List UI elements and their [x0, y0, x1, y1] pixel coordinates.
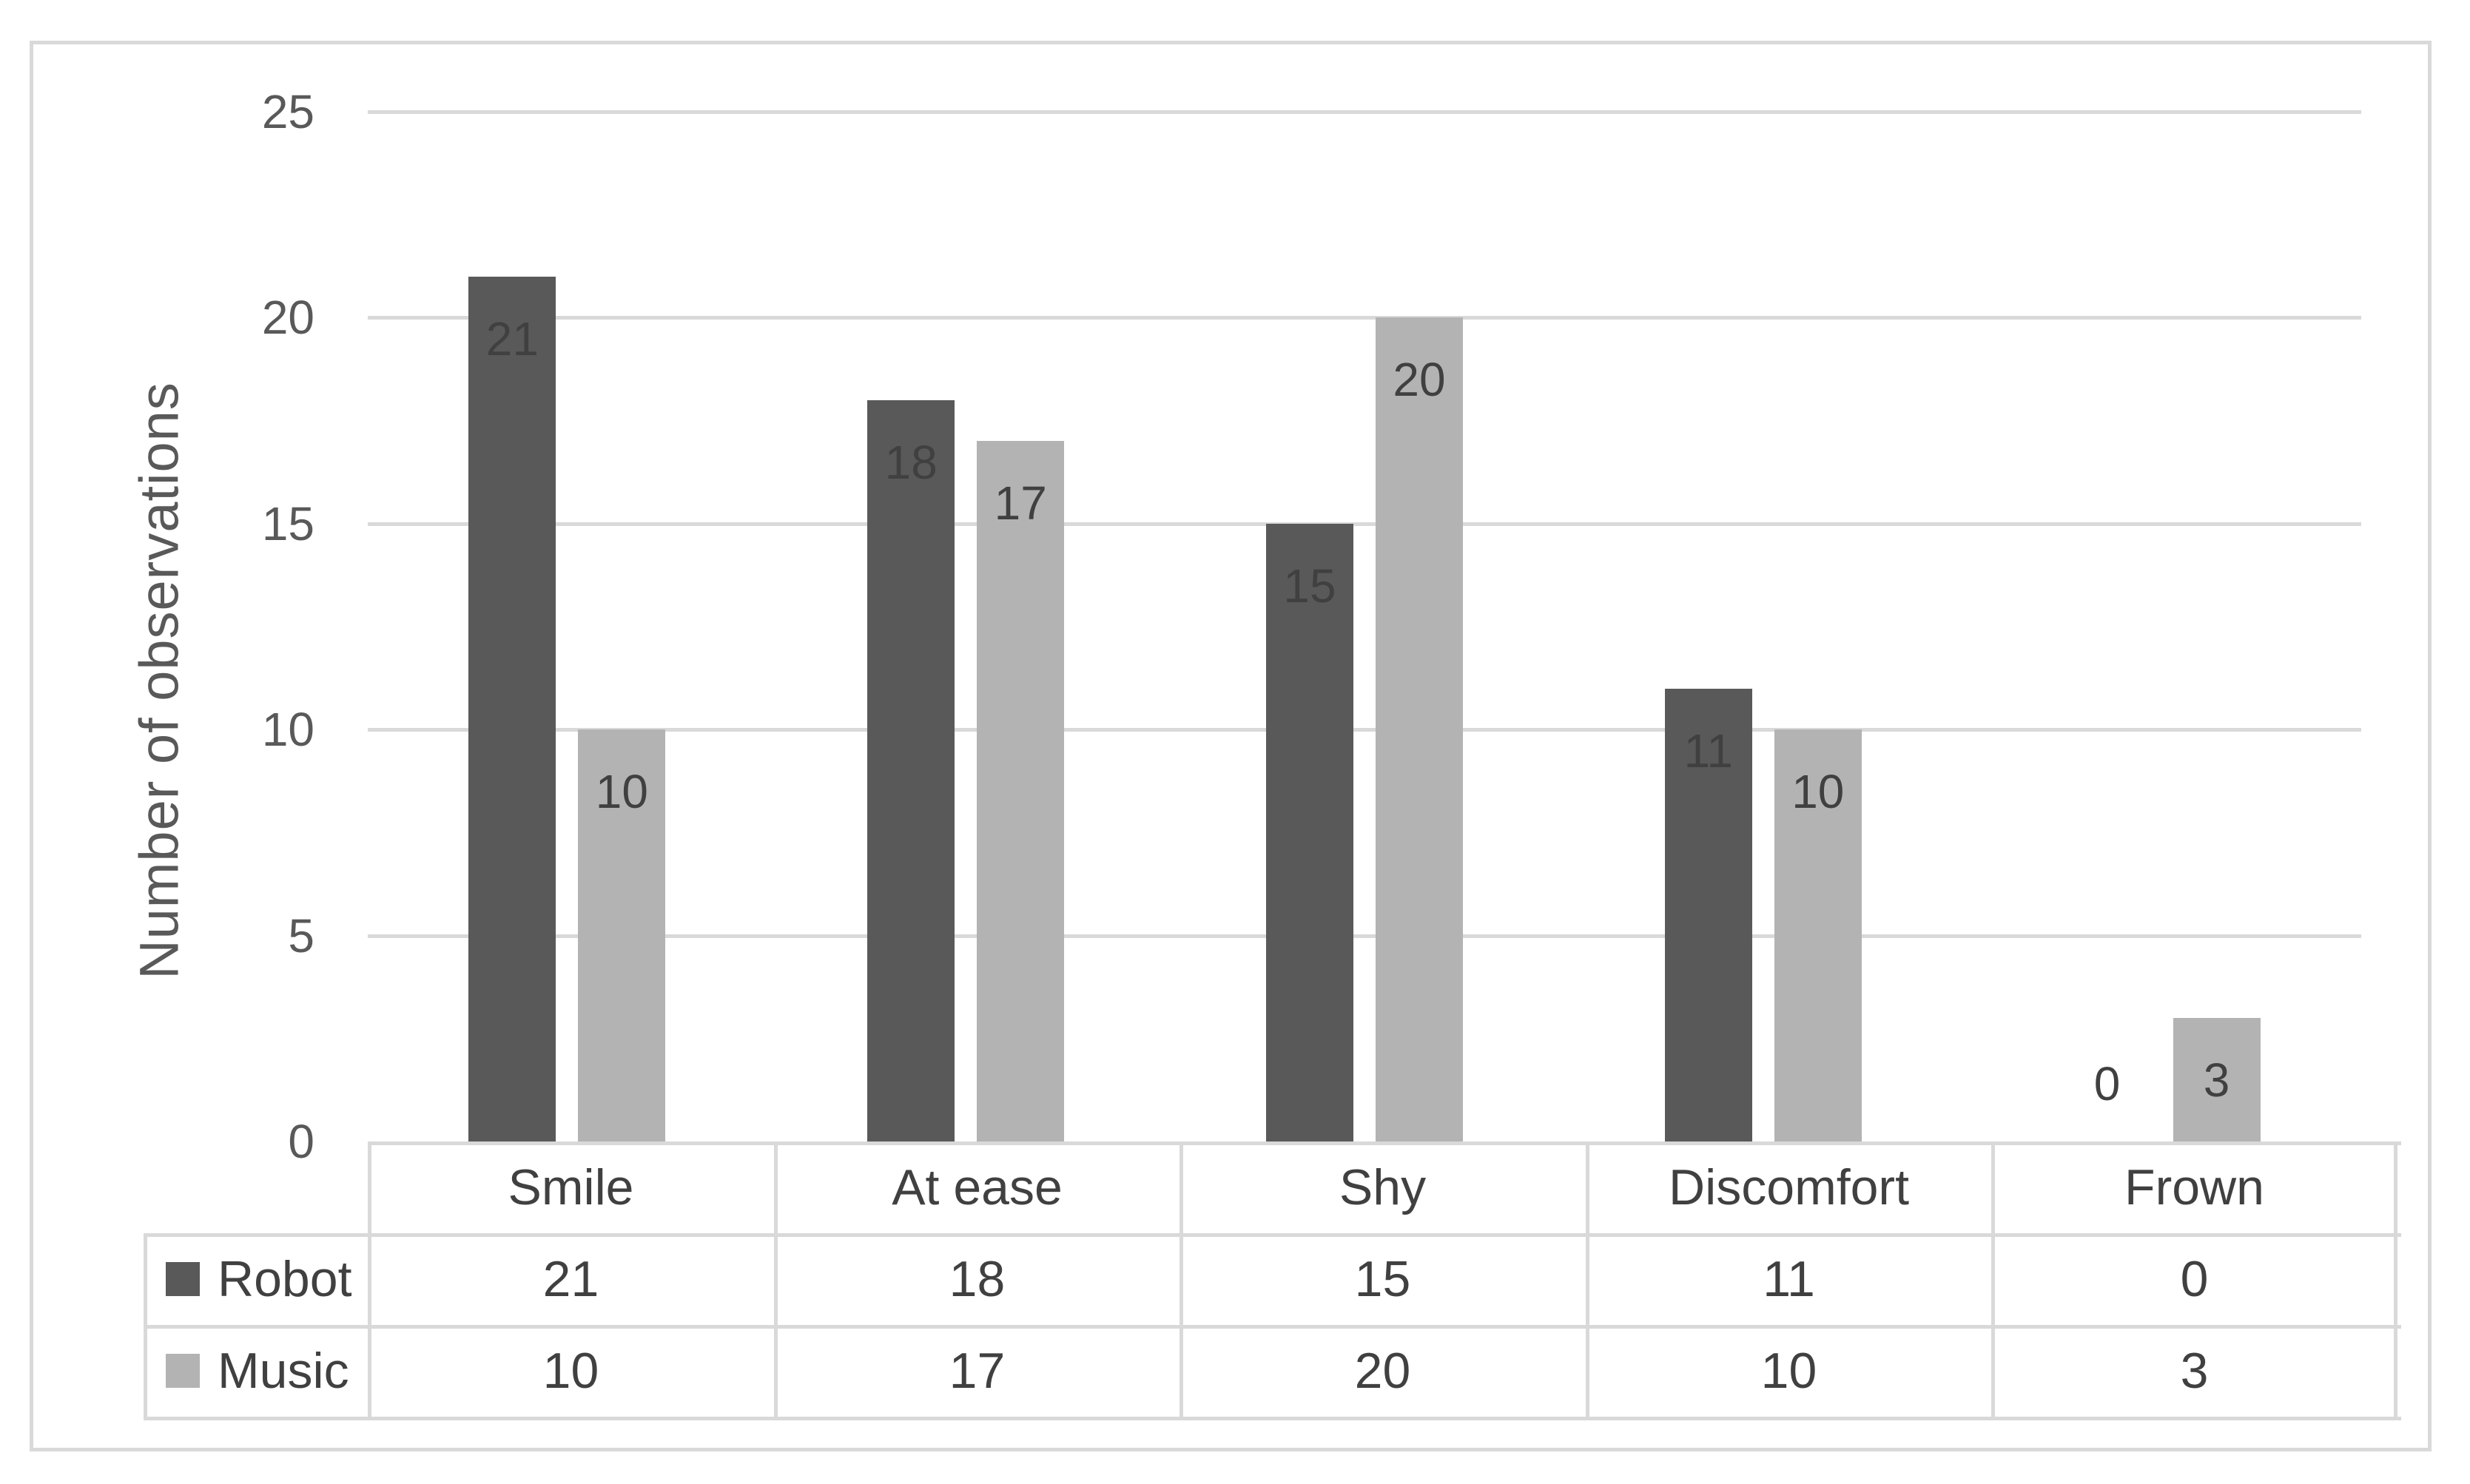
table-column-header: Shy [1339, 1159, 1427, 1215]
table-border-line [368, 1141, 371, 1420]
table-value-cell: 18 [949, 1251, 1006, 1307]
legend-swatch-robot [166, 1262, 200, 1296]
table-value-cell: 10 [1760, 1343, 1817, 1399]
category-slot-at-ease: 18 17 [767, 112, 1165, 1141]
table-border-line [774, 1141, 778, 1420]
bar-data-label: 3 [2203, 1053, 2230, 1107]
bar-music: 10 [1774, 729, 1862, 1141]
bar-data-label: 18 [884, 436, 938, 489]
bar-robot: 18 [867, 400, 955, 1141]
bar-data-label: 17 [994, 476, 1047, 530]
bar-data-label: 15 [1283, 559, 1336, 613]
y-tick-label: 15 [261, 497, 314, 550]
plot-area: 21 10 18 17 15 20 11 10 0 3 [368, 112, 2361, 1141]
y-tick-label: 25 [261, 85, 314, 138]
table-column-header: At ease [892, 1159, 1063, 1215]
table-column-header: Smile [508, 1159, 634, 1215]
gridline [368, 522, 2361, 526]
bar-data-label: 21 [485, 312, 539, 365]
bar-data-label: 0 [2093, 1057, 2121, 1110]
category-slot-smile: 21 10 [368, 112, 767, 1141]
table-value-cell: 20 [1354, 1343, 1411, 1399]
gridline [368, 934, 2361, 938]
bar-robot: 21 [468, 277, 556, 1141]
bar-data-label: 10 [1791, 765, 1845, 818]
table-value-cell: 0 [2180, 1251, 2209, 1307]
table-value-cell: 10 [542, 1343, 599, 1399]
series-name-label: Music [218, 1343, 349, 1399]
table-border-line [1991, 1141, 1995, 1420]
y-tick-label: 5 [288, 909, 314, 962]
y-tick-label: 20 [261, 291, 314, 344]
series-name-label: Robot [218, 1251, 352, 1307]
table-border-line [144, 1233, 2401, 1237]
figure-border [30, 41, 2432, 1451]
table-value-cell: 11 [1763, 1251, 1815, 1307]
bar-music: 20 [1375, 317, 1463, 1141]
category-slot-shy: 15 20 [1165, 112, 1564, 1141]
table-border-line [1180, 1141, 1183, 1420]
bar-robot: 11 [1664, 689, 1752, 1141]
legend-cell-music: Music [144, 1325, 368, 1417]
bar-music: 10 [578, 729, 666, 1141]
gridline [368, 110, 2361, 114]
table-value-cell: 17 [949, 1343, 1006, 1399]
table-border-line [144, 1417, 2401, 1420]
legend-swatch-music [166, 1354, 200, 1388]
table-value-cell: 15 [1354, 1251, 1411, 1307]
bar-data-label: 10 [595, 765, 648, 818]
legend-cell-robot: Robot [144, 1233, 368, 1325]
bar-music: 3 [2173, 1018, 2261, 1141]
bar-data-label: 20 [1393, 353, 1446, 406]
y-axis-title: Number of observations [128, 382, 190, 979]
category-slot-discomfort: 11 10 [1564, 112, 1962, 1141]
gridline [368, 316, 2361, 320]
table-border-line [144, 1325, 2401, 1329]
table-column-header: Frown [2124, 1159, 2264, 1215]
table-value-cell: 21 [542, 1251, 599, 1307]
table-value-cell: 3 [2180, 1343, 2209, 1399]
y-tick-label: 10 [261, 703, 314, 756]
y-tick-label: 0 [288, 1115, 314, 1168]
bar-music: 17 [977, 441, 1065, 1141]
table-column-header: Discomfort [1669, 1159, 1909, 1215]
table-border-line [144, 1233, 147, 1420]
gridline [368, 728, 2361, 732]
table-border-line [1586, 1141, 1589, 1420]
table-border-line [2394, 1141, 2397, 1420]
bar-robot: 15 [1265, 524, 1353, 1141]
bar-data-label: 11 [1683, 724, 1733, 778]
table-border-line [368, 1141, 2401, 1145]
